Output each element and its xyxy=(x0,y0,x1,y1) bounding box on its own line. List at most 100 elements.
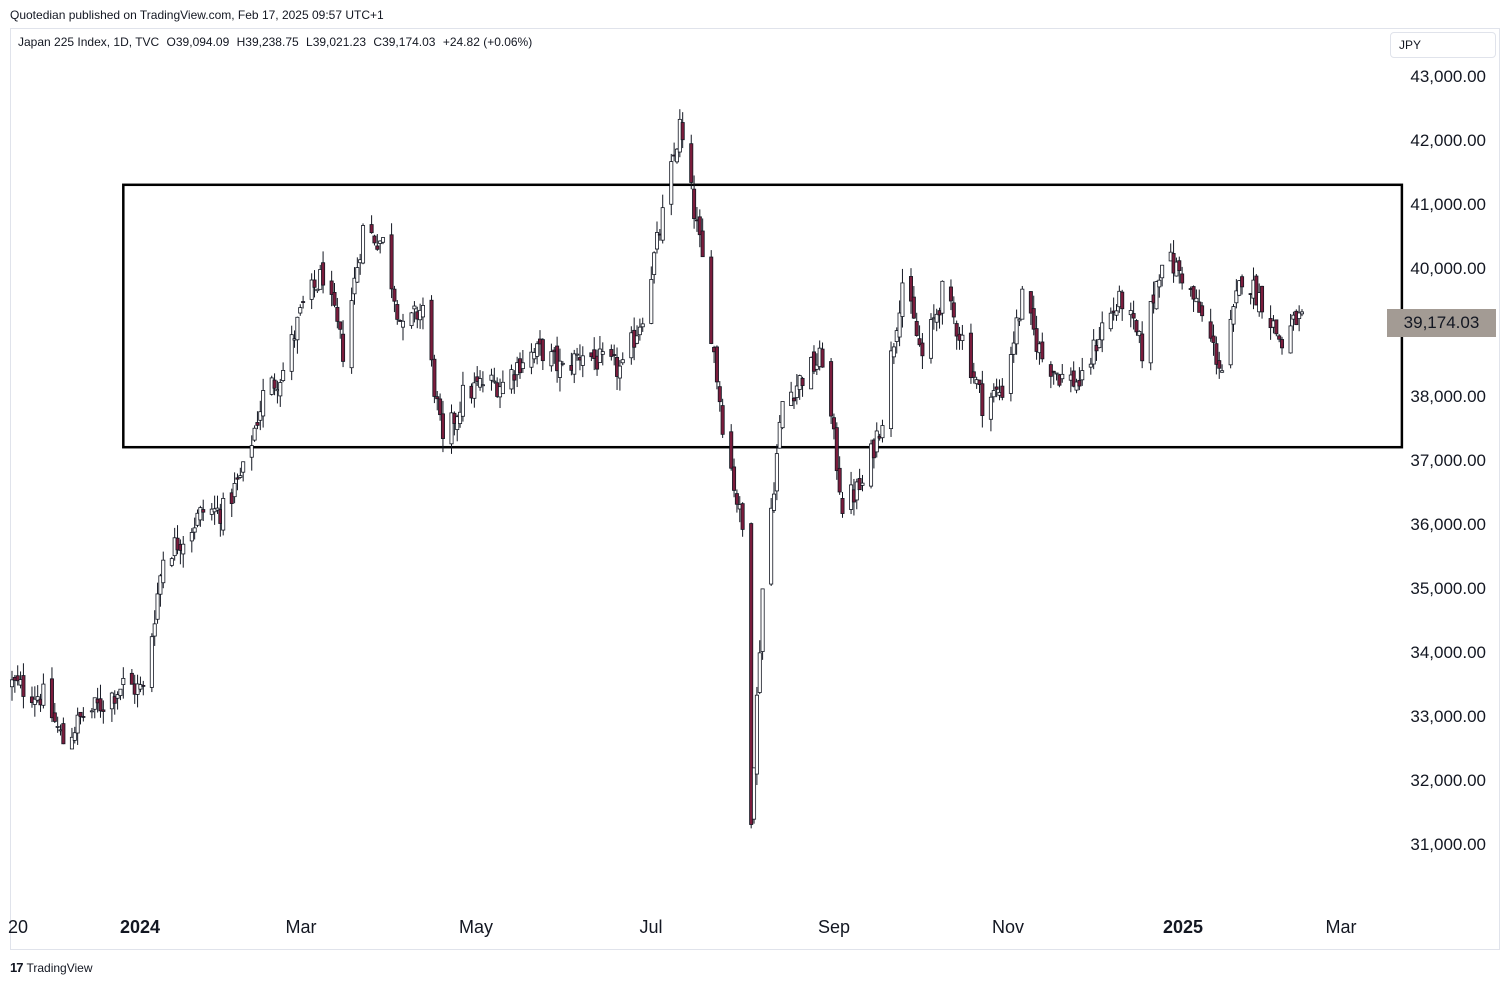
candle xyxy=(121,667,126,699)
candle-body xyxy=(1114,310,1119,316)
candle-body xyxy=(55,726,60,728)
candle xyxy=(181,535,186,568)
candle-body xyxy=(1154,281,1159,310)
candle xyxy=(472,372,477,408)
candle xyxy=(189,528,194,553)
candle xyxy=(301,295,306,309)
candle xyxy=(152,610,157,646)
candle xyxy=(449,404,454,454)
candle-body xyxy=(61,723,66,745)
candle xyxy=(1051,370,1056,385)
candle-body xyxy=(575,353,580,356)
candle-body xyxy=(49,678,54,719)
range-box xyxy=(122,183,1404,449)
candle xyxy=(249,435,254,471)
candle-body xyxy=(889,350,894,430)
currency-selector[interactable]: JPY xyxy=(1390,32,1496,58)
candle-body xyxy=(460,384,465,417)
candle xyxy=(98,684,103,718)
y-tick-label: 36,000.00 xyxy=(1410,515,1486,534)
candle-body xyxy=(1228,318,1233,366)
candle xyxy=(769,498,774,586)
candle-body xyxy=(161,559,166,584)
candle xyxy=(440,400,445,453)
candle xyxy=(198,505,203,527)
candle-body xyxy=(221,498,226,531)
candle xyxy=(329,270,334,307)
candle xyxy=(991,383,996,403)
candle-body xyxy=(729,431,734,469)
candle-body xyxy=(680,122,685,141)
candle-body xyxy=(874,430,879,453)
candle xyxy=(500,370,505,395)
candle-body xyxy=(920,342,925,357)
candle-body xyxy=(692,188,697,220)
candle xyxy=(1140,321,1145,369)
candle xyxy=(412,301,417,323)
candle-body xyxy=(1080,370,1085,381)
candle xyxy=(1131,300,1136,330)
candle xyxy=(900,268,905,328)
candle xyxy=(854,478,859,510)
candle-body xyxy=(572,353,577,375)
candle-body xyxy=(512,374,517,381)
candle-body xyxy=(201,509,206,513)
footer-brand[interactable]: 17 TradingView xyxy=(10,960,93,975)
x-tick-label: Sep xyxy=(818,917,850,937)
candle xyxy=(1217,351,1222,379)
y-tick-label: 31,000.00 xyxy=(1410,835,1486,854)
y-tick-label: 37,000.00 xyxy=(1410,451,1486,470)
candle xyxy=(312,270,317,298)
candle-body xyxy=(1217,360,1222,369)
candle-body xyxy=(1094,345,1099,352)
candle xyxy=(520,349,525,373)
candle-body xyxy=(101,709,106,712)
candle-body xyxy=(458,411,463,425)
candle-body xyxy=(914,320,919,336)
candle xyxy=(241,461,246,482)
candle-body xyxy=(440,413,445,439)
candle xyxy=(800,376,805,397)
candle xyxy=(1211,324,1216,356)
candle xyxy=(338,321,343,339)
candle-body xyxy=(1260,285,1265,313)
candle xyxy=(1157,274,1162,298)
candle xyxy=(1017,317,1022,327)
candle-body xyxy=(9,679,14,688)
x-axis: 20 2024 Mar May Jul Sep Nov 2025 Mar xyxy=(8,917,1357,937)
candle-body xyxy=(478,378,483,388)
candle-body xyxy=(1208,321,1213,339)
candle xyxy=(891,343,896,365)
candle-body xyxy=(189,532,194,542)
candle-body xyxy=(1237,280,1242,296)
candle-body xyxy=(129,672,134,685)
x-tick-label: May xyxy=(459,917,493,937)
candle-body xyxy=(557,360,562,378)
candle xyxy=(295,316,300,354)
candle xyxy=(61,717,66,745)
candle-body xyxy=(1288,325,1293,354)
candle xyxy=(400,313,405,341)
candle-body xyxy=(69,736,74,750)
y-tick-label: 32,000.00 xyxy=(1410,771,1486,790)
candle xyxy=(309,273,314,310)
candle xyxy=(255,411,260,430)
candle xyxy=(700,218,705,258)
candle xyxy=(709,250,714,345)
candle-body xyxy=(1011,342,1016,355)
candle-body xyxy=(720,405,725,435)
candle xyxy=(1128,302,1133,328)
candle-body xyxy=(238,475,243,478)
y-tick-label: 34,000.00 xyxy=(1410,643,1486,662)
candle xyxy=(680,112,685,149)
candle xyxy=(1048,361,1053,389)
candle xyxy=(1154,280,1159,310)
candle xyxy=(438,393,443,421)
candle-body xyxy=(472,382,477,399)
candle xyxy=(435,390,440,411)
candle-body xyxy=(21,675,26,697)
candle-body xyxy=(555,345,560,372)
candle-body xyxy=(734,493,739,505)
candle xyxy=(1060,364,1065,383)
